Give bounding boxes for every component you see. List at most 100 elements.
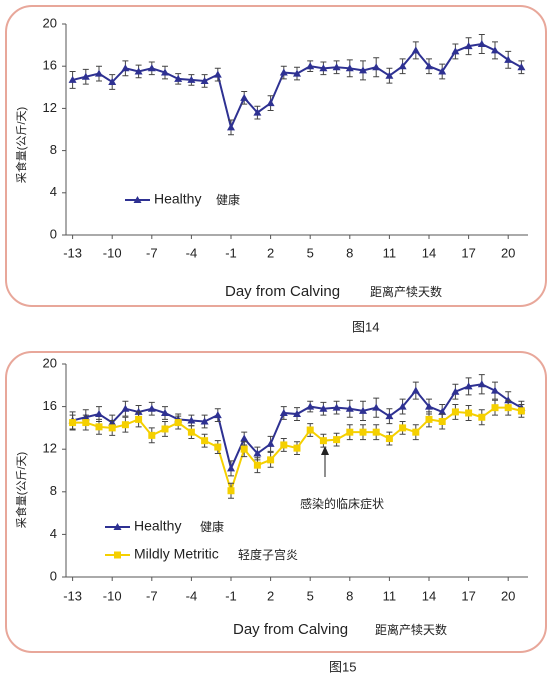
x-tick-label: -4 <box>186 245 198 260</box>
marker <box>121 421 129 429</box>
marker <box>187 416 196 424</box>
x-tick-label: 20 <box>501 245 515 260</box>
marker <box>293 410 301 418</box>
marker <box>214 443 222 451</box>
marker <box>332 63 341 71</box>
marker <box>187 75 196 83</box>
marker <box>451 408 459 416</box>
marker <box>491 404 499 412</box>
marker <box>134 67 143 75</box>
y-tick-label: 4 <box>50 184 57 199</box>
marker <box>95 423 103 431</box>
marker <box>372 403 381 411</box>
marker <box>187 428 195 436</box>
x-axis-title-zh: 距离产犊天数 <box>370 284 442 299</box>
marker <box>82 419 90 427</box>
marker <box>95 410 103 418</box>
marker <box>491 46 499 54</box>
marker <box>372 428 380 436</box>
marker <box>451 47 460 55</box>
marker <box>121 404 130 412</box>
marker <box>504 404 512 412</box>
x-tick-label: 20 <box>501 588 515 603</box>
x-axis-title: Day from Calving <box>225 283 340 300</box>
marker <box>147 64 156 72</box>
marker <box>345 404 354 412</box>
marker <box>478 413 486 421</box>
y-tick-label: 12 <box>43 441 57 456</box>
legend-label: Healthy <box>154 191 201 207</box>
marker <box>398 62 407 70</box>
card <box>5 5 547 307</box>
marker <box>213 70 222 78</box>
marker <box>148 431 156 439</box>
x-tick-label: -10 <box>103 588 122 603</box>
marker <box>517 63 526 71</box>
marker <box>279 408 288 416</box>
y-tick-label: 0 <box>50 226 57 241</box>
marker <box>147 404 156 412</box>
marker <box>425 62 433 70</box>
x-tick-label: 2 <box>267 588 274 603</box>
marker <box>200 76 209 84</box>
x-tick-label: -7 <box>146 245 158 260</box>
x-tick-label: -13 <box>63 245 82 260</box>
y-tick-label: 16 <box>43 398 57 413</box>
annotation-arrowhead <box>321 446 329 455</box>
marker <box>359 66 367 74</box>
marker <box>319 404 328 412</box>
marker <box>425 415 433 423</box>
marker <box>293 444 301 452</box>
marker <box>306 426 314 434</box>
marker <box>464 382 473 390</box>
marker <box>372 63 381 71</box>
x-tick-label: 2 <box>267 245 274 260</box>
x-tick-label: 5 <box>307 588 314 603</box>
legend-marker <box>114 551 121 559</box>
y-axis-title: 采食量(公斤/天) <box>14 452 28 528</box>
marker <box>411 46 420 54</box>
marker <box>161 408 169 416</box>
y-axis-title: 采食量(公斤/天) <box>14 107 28 183</box>
x-tick-label: 11 <box>383 245 397 260</box>
marker <box>398 402 407 410</box>
marker <box>213 411 222 419</box>
marker <box>385 435 393 443</box>
marker <box>385 71 394 79</box>
legend-label: Mildly Metritic <box>134 546 219 562</box>
marker <box>266 99 275 107</box>
legend-marker <box>113 523 122 530</box>
marker <box>333 436 341 444</box>
x-tick-label: 8 <box>346 245 353 260</box>
marker <box>451 387 460 395</box>
y-tick-label: 20 <box>43 355 57 370</box>
x-tick-label: -10 <box>103 245 122 260</box>
y-tick-label: 12 <box>43 100 57 115</box>
marker <box>412 428 420 436</box>
marker <box>240 93 249 101</box>
marker <box>359 406 367 414</box>
x-tick-label: 11 <box>383 588 397 603</box>
marker <box>240 434 249 442</box>
marker <box>81 72 90 80</box>
marker <box>345 64 354 72</box>
marker <box>504 55 513 63</box>
y-tick-label: 0 <box>50 568 57 583</box>
marker <box>253 461 261 469</box>
y-tick-label: 8 <box>50 483 57 498</box>
x-tick-label: -1 <box>225 245 237 260</box>
marker <box>477 40 486 48</box>
marker <box>174 419 182 427</box>
x-tick-label: 5 <box>307 245 314 260</box>
marker <box>477 380 486 388</box>
legend-label: Healthy <box>134 518 181 534</box>
marker <box>438 407 447 415</box>
marker <box>438 418 446 426</box>
marker <box>135 415 143 423</box>
caption: 图15 <box>329 659 356 674</box>
marker <box>201 437 209 445</box>
caption: 图14 <box>352 319 379 334</box>
marker <box>346 428 354 436</box>
marker <box>319 64 328 72</box>
marker <box>399 424 407 432</box>
